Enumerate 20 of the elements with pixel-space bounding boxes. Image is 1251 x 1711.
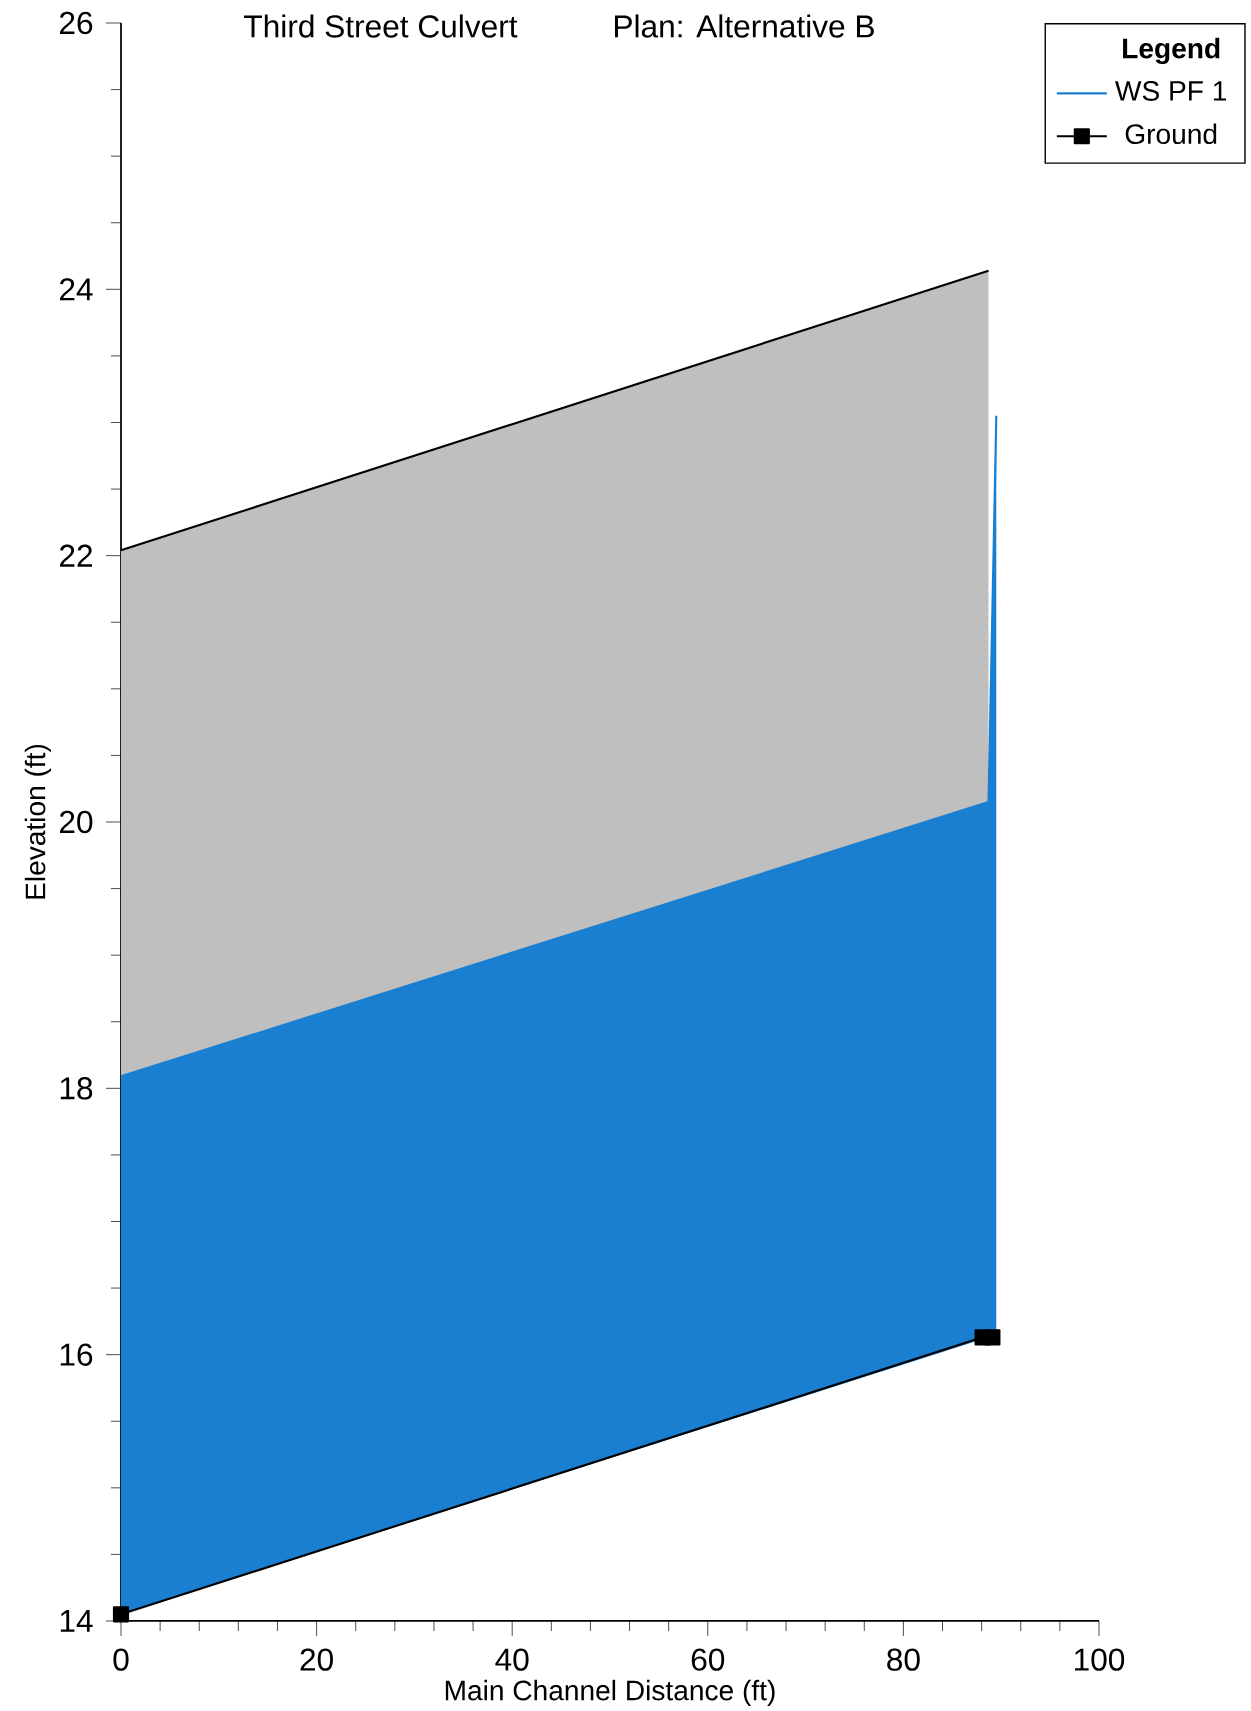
- y-tick-label: 26: [60, 11, 93, 35]
- y-tick-label: 14: [60, 1610, 93, 1632]
- x-tick-label: 20: [300, 1648, 333, 1671]
- x-tick-label: 0: [113, 1648, 129, 1671]
- y-tick-label: 22: [60, 544, 92, 567]
- legend-label: Ground: [1125, 123, 1217, 145]
- legend-title: Legend: [1123, 37, 1220, 65]
- y-tick-label: 18: [60, 1077, 93, 1100]
- y-axis-title: Elevation (ft): [24, 744, 51, 899]
- x-tick-label: 80: [887, 1648, 920, 1671]
- y-tick-label: 20: [60, 810, 93, 834]
- legend-label: WS PF 1: [1115, 80, 1227, 101]
- chart-subtitle: Plan: Alternative B: [615, 14, 874, 38]
- x-tick-label: 100: [1075, 1648, 1125, 1671]
- x-tick-label: 40: [495, 1648, 529, 1671]
- x-tick-label: 60: [691, 1648, 725, 1671]
- y-tick-label: 16: [60, 1343, 93, 1366]
- y-tick-label: 24: [60, 278, 93, 301]
- chart-title: Third Street Culvert: [244, 14, 518, 38]
- x-axis-title: Main Channel Distance (ft): [445, 1679, 775, 1707]
